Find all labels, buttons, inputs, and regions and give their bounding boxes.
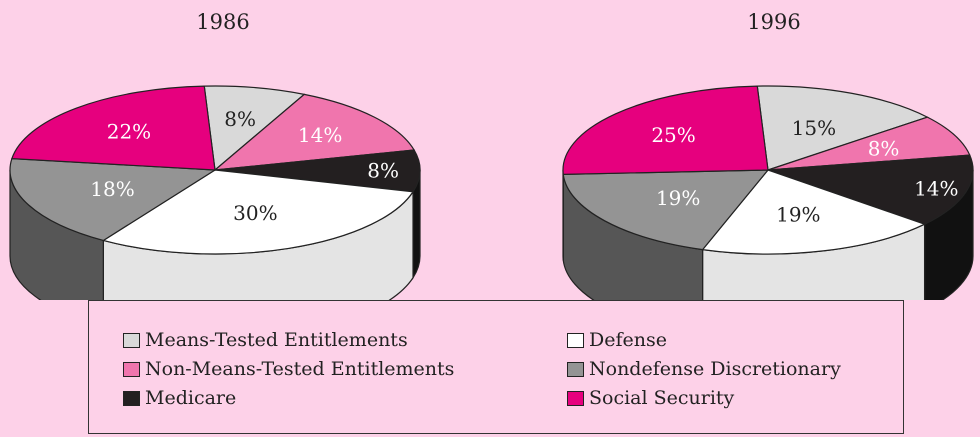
legend: Means-Tested Entitlements Non-Means-Test…	[88, 300, 904, 434]
legend-label-medicare: Medicare	[145, 387, 237, 409]
legend-swatch-non-means-tested	[123, 361, 140, 377]
pie-charts: 8% 14% 8% 30% 18% 22% 15% 8% 14% 19% 19% 25%	[9, 85, 974, 300]
legend-item-defense: Defense	[567, 329, 667, 351]
pie-slice-1986-non-means-tested-entitlements	[213, 93, 416, 171]
legend-label-nondefense: Nondefense Discretionary	[589, 358, 841, 380]
pie-slice-1996-defense	[701, 169, 927, 255]
chart-title-1996: 1996	[747, 10, 801, 34]
pie-slice-1996-nondefense-discretionary	[562, 169, 770, 251]
legend-swatch-means-tested	[123, 332, 140, 348]
pie-slice-1986-nondefense-discretionary	[9, 157, 217, 242]
pie-slice-1986-means-tested-entitlements	[203, 85, 306, 172]
pie-label-1996-social-security: 25%	[651, 123, 695, 147]
legend-swatch-medicare	[123, 390, 140, 406]
pie-label-1996-defense: 19%	[776, 202, 820, 226]
legend-swatch-defense	[567, 332, 584, 348]
chart-title-1986: 1986	[196, 10, 250, 34]
pie-label-1986-nondefense-discretionary: 18%	[90, 177, 134, 201]
legend-swatch-nondefense	[567, 361, 584, 377]
pie-label-1986-non-means-tested-entitlements: 14%	[298, 123, 342, 147]
pie-label-1996-medicare: 14%	[914, 176, 958, 200]
pie-1996: 15% 8% 14% 19% 19% 25%	[562, 85, 974, 300]
legend-label-social-security: Social Security	[589, 387, 735, 409]
pie-label-1996-nondefense-discretionary: 19%	[656, 186, 700, 210]
pie-slice-1986-defense	[101, 169, 415, 255]
pie-1986: 8% 14% 8% 30% 18% 22%	[9, 85, 421, 300]
pie-slice-1986-social-security	[11, 85, 216, 171]
legend-item-non-means-tested: Non-Means-Tested Entitlements	[123, 358, 454, 380]
pie-label-1986-social-security: 22%	[107, 120, 151, 144]
pie-slice-1986-medicare	[214, 149, 421, 193]
legend-label-means-tested: Means-Tested Entitlements	[145, 329, 408, 351]
pie-slice-1996-means-tested-entitlements	[756, 85, 929, 171]
legend-item-means-tested: Means-Tested Entitlements	[123, 329, 408, 351]
legend-label-non-means-tested: Non-Means-Tested Entitlements	[145, 358, 455, 380]
legend-swatch-social-security	[567, 390, 584, 406]
legend-item-medicare: Medicare	[123, 387, 236, 409]
pie-label-1996-non-means-tested-entitlements: 8%	[868, 136, 900, 160]
pie-slice-1996-social-security	[562, 85, 769, 176]
pie-label-1996-means-tested-entitlements: 15%	[792, 116, 836, 140]
pie-label-1986-defense: 30%	[233, 201, 277, 225]
legend-item-nondefense: Nondefense Discretionary	[567, 358, 841, 380]
pie-slice-1996-medicare	[767, 154, 974, 225]
pie-label-1986-medicare: 8%	[367, 159, 399, 183]
legend-label-defense: Defense	[589, 329, 667, 351]
legend-item-social-security: Social Security	[567, 387, 734, 409]
pie-label-1986-means-tested-entitlements: 8%	[224, 107, 256, 131]
pie-slice-1996-non-means-tested-entitlements	[767, 116, 971, 171]
